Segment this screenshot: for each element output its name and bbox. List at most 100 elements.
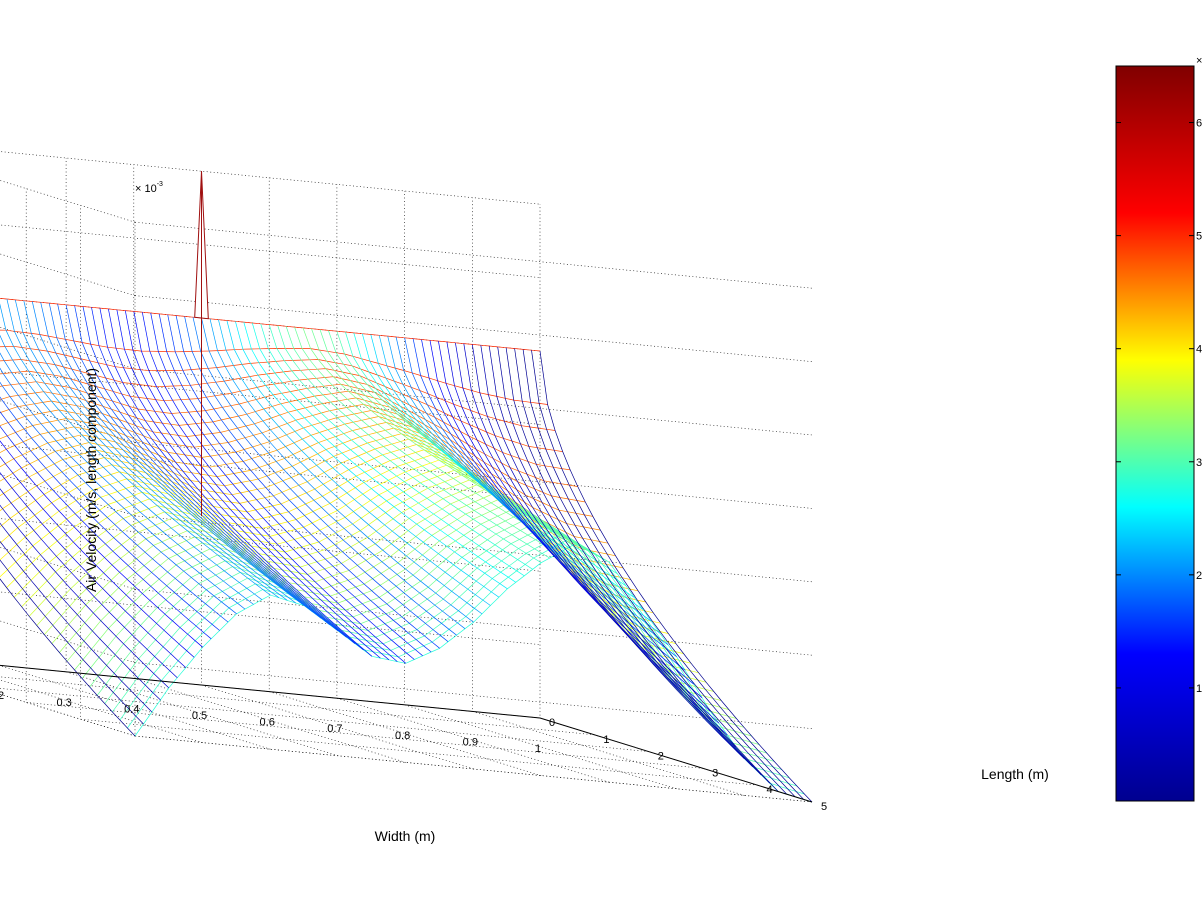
colorbar-tick-label: 5 <box>1196 231 1202 243</box>
surface-row-line <box>134 543 813 803</box>
surface-column-line <box>141 312 415 660</box>
surface-column-line <box>522 349 796 797</box>
y-tick-label: 4 <box>767 784 773 796</box>
surface-column-line <box>108 308 381 659</box>
axis-labels: Width (m) Length (m) Air Velocity (m/s, … <box>83 181 1049 844</box>
colorbar-gradient <box>1115 65 1195 802</box>
surface-column-line <box>0 559 144 725</box>
surface-column-line <box>505 347 779 792</box>
surface-column-line <box>175 315 449 642</box>
surface-column-line <box>167 314 440 649</box>
x-gridline <box>133 164 406 763</box>
surface-column-line <box>14 299 288 601</box>
surface-column-line <box>531 350 804 800</box>
y-tick-label: 5 <box>821 801 827 813</box>
x-axis-label: Width (m) <box>375 828 436 844</box>
surface-column-line <box>0 488 178 678</box>
x-axis-line <box>0 664 541 719</box>
colorbar-exponent-label: × <box>1196 55 1202 67</box>
surface-column-line <box>336 331 610 563</box>
x-tick-label: 0.2 <box>0 690 4 702</box>
z-gridline <box>0 224 541 296</box>
surface-column-line <box>319 329 593 554</box>
colorbar-tick-label: 2 <box>1196 570 1202 582</box>
surface-column-line <box>455 342 728 736</box>
surface-row-line <box>112 530 790 779</box>
surface-column-line <box>57 303 330 625</box>
surface-column-line <box>209 318 483 615</box>
y-tick-label: 1 <box>603 734 609 746</box>
z-axis-label: Air Velocity (m/s, length component) <box>83 368 99 592</box>
surface-column-line <box>438 341 711 712</box>
surface-column-line <box>302 327 576 545</box>
z-gridline <box>0 371 541 443</box>
surface-column-line <box>0 425 212 640</box>
surface-column-line <box>0 367 246 610</box>
surface-column-line <box>0 522 161 701</box>
surface-column-line <box>471 344 745 759</box>
surface-column-line <box>539 350 813 803</box>
surface-column-line <box>0 381 237 615</box>
surface-column-line <box>277 325 550 559</box>
x-gridline <box>539 204 813 803</box>
surface-column-line <box>91 307 364 651</box>
colorbar-tick-label: 6 <box>1196 118 1202 130</box>
z-floor-gridline <box>134 221 813 289</box>
x-gridline <box>471 197 745 796</box>
z-gridline <box>0 444 541 517</box>
surface-column-line <box>404 337 677 657</box>
z-floor-gridline <box>134 515 813 583</box>
surface-column-line <box>285 326 559 554</box>
surface-row-line <box>104 526 782 770</box>
surface-mesh <box>0 171 813 803</box>
surface-column-line <box>0 440 203 648</box>
z-floor-gridline <box>134 368 813 436</box>
y-gridline <box>80 205 758 786</box>
colorbar: × 1 2 3 4 5 6 <box>1115 55 1202 802</box>
surface-column-line <box>251 322 525 577</box>
z-gridline <box>0 298 541 370</box>
surface-column-line <box>23 300 297 604</box>
x-tick-label: 0.5 <box>192 710 207 722</box>
surface-row-line <box>96 521 775 762</box>
surface-column-line <box>0 396 229 623</box>
surface-column-line <box>0 504 170 689</box>
y-axis-label: Length (m) <box>981 766 1049 782</box>
x-tick-label: 0.3 <box>56 697 71 709</box>
surface-column-line <box>480 345 754 768</box>
surface-row-line <box>51 493 729 710</box>
surface-column-line <box>6 298 280 598</box>
surface-column-line <box>48 303 322 619</box>
y-tick-label: 0 <box>549 717 555 729</box>
surface-column-line <box>82 306 356 644</box>
surface-column-line <box>0 578 136 737</box>
surface-row-line <box>66 503 745 728</box>
surface-column-line <box>0 540 153 713</box>
surface-column-line <box>488 345 762 776</box>
surface-column-line <box>361 333 635 598</box>
axes: 0123456700.10.20.30.40.50.60.70.80.91012… <box>0 664 827 813</box>
x-tick-label: 0.7 <box>327 723 342 735</box>
surface-column-line <box>0 352 254 605</box>
x-tick-label: 0.8 <box>395 730 410 742</box>
surface-column-line <box>226 320 500 598</box>
surface-column-line <box>0 334 263 600</box>
x-gridline <box>0 693 136 737</box>
x-tick-label: 1 <box>535 743 541 755</box>
z-exponent-label: × 10-3 <box>135 181 163 195</box>
surface-column-line <box>192 317 466 629</box>
surface-column-line <box>158 313 432 653</box>
y-axis-line <box>539 717 813 803</box>
surface-column-line <box>124 310 398 662</box>
x-gridline <box>0 679 203 743</box>
x-tick-label: 0.4 <box>124 703 139 715</box>
surface-column-line <box>74 305 347 638</box>
surface-column-line <box>150 312 423 657</box>
surface-column-line <box>133 311 407 664</box>
surface-column-line <box>378 335 652 622</box>
surface-column-line <box>243 322 516 583</box>
surface-column-line <box>0 456 195 658</box>
x-gridline <box>268 177 542 776</box>
x-tick-label: 0.9 <box>463 736 478 748</box>
surface-column-line <box>40 302 313 613</box>
